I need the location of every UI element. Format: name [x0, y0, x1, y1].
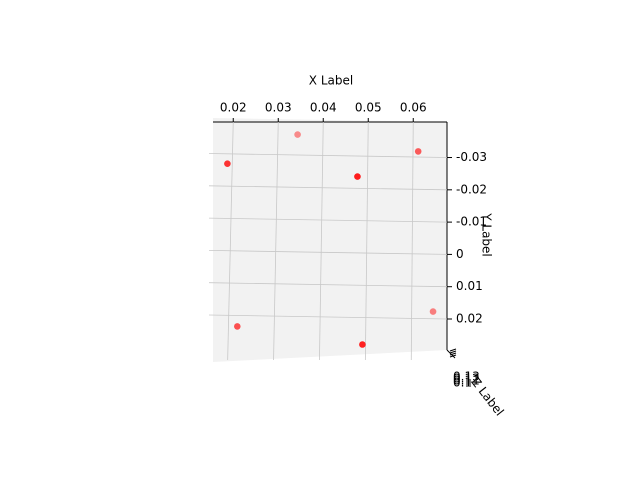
grid-line [273, 121, 279, 361]
z-tick [449, 354, 457, 358]
x-tick-label: 0.06 [400, 101, 427, 115]
y-tick-label: -0.03 [456, 150, 487, 164]
y-tick-label: 0 [456, 247, 464, 261]
x-tick-label: 0.02 [220, 101, 247, 115]
grid-line [227, 121, 234, 361]
pane [213, 118, 447, 362]
y-axis-label: Y Label [480, 212, 494, 257]
z-axis-line [446, 349, 456, 359]
grid-line [410, 121, 414, 361]
point [234, 323, 241, 330]
z-tick [449, 350, 457, 354]
grid-line [319, 121, 324, 361]
y-tick-label: -0.02 [456, 182, 487, 196]
grid-line [208, 250, 448, 255]
z-tick-label: 0.1 [453, 376, 472, 390]
z-tick-label: 0.13 [453, 370, 480, 384]
point [414, 148, 422, 155]
x-tick-label: 0.03 [265, 101, 292, 115]
x-axis-label: X Label [309, 74, 353, 88]
grid-line [208, 314, 448, 320]
grid-line [208, 153, 448, 158]
y-tick-label: 0.01 [456, 279, 483, 293]
grid-line [364, 121, 369, 361]
x-tick-label: 0.04 [310, 101, 337, 115]
grid-line [208, 217, 448, 223]
point [359, 341, 366, 348]
point [354, 173, 361, 180]
y-tick-label: 0.02 [456, 311, 483, 325]
x-tick-label: 0.05 [355, 101, 382, 115]
z-tick [449, 348, 457, 352]
grid-line [208, 282, 448, 288]
point [224, 160, 231, 167]
z-tick [449, 352, 457, 356]
grid-line [208, 185, 448, 191]
y-tick-label: -0.01 [456, 215, 487, 229]
z-tick-label: 0.12 [453, 372, 480, 386]
point [429, 308, 437, 315]
z-tick-label: 0.11 [453, 374, 480, 388]
point [294, 131, 301, 138]
